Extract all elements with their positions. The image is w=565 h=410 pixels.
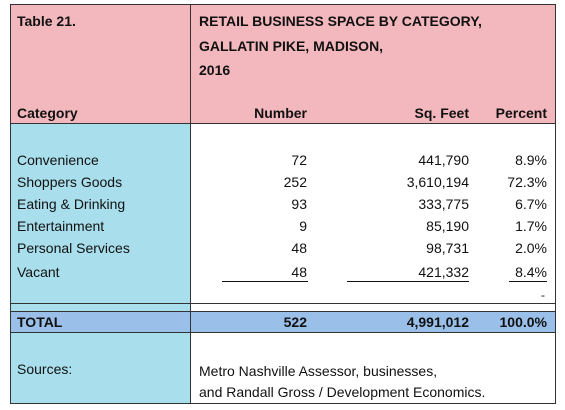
row-number: 93: [291, 196, 307, 212]
grid-line: [10, 123, 556, 124]
column-header-percent: Percent: [495, 105, 547, 121]
row-category: Convenience: [17, 152, 99, 168]
total-number: 522: [283, 314, 307, 330]
grid-line: [10, 311, 556, 312]
column-header-sqft: Sq. Feet: [414, 105, 469, 121]
grid-line: [10, 403, 556, 404]
subtotal-underline-number: [222, 281, 308, 282]
sources-label: Sources:: [17, 361, 73, 377]
grid-line: [555, 4, 556, 404]
row-sqft: 3,610,194: [406, 174, 469, 190]
row-number: 48: [291, 264, 307, 280]
total-label: TOTAL: [17, 314, 63, 330]
row-number: 48: [291, 240, 307, 256]
total-row-band: [10, 311, 556, 332]
row-sqft: 98,731: [426, 240, 469, 256]
column-header-number: Number: [254, 105, 307, 121]
sources-label-band: [10, 332, 190, 404]
data-band: [190, 123, 556, 303]
row-sqft: 333,775: [418, 196, 469, 212]
title-line: GALLATIN PIKE, MADISON,: [199, 38, 384, 54]
sources-text-band: [190, 332, 556, 404]
row-category: Vacant: [17, 264, 60, 280]
row-sqft: 441,790: [418, 152, 469, 168]
row-category: Personal Services: [17, 240, 130, 256]
row-number: 252: [283, 174, 307, 190]
total-sqft: 4,991,012: [406, 314, 469, 330]
row-sqft: 421,332: [418, 264, 469, 280]
total-percent: 100.0%: [499, 314, 547, 330]
grid-line: [10, 4, 11, 404]
row-percent: 1.7%: [515, 218, 547, 234]
row-percent: 8.9%: [515, 152, 547, 168]
subtotal-underline-sqft: [347, 281, 469, 282]
title-line: 2016: [199, 62, 231, 78]
grid-line: [10, 332, 556, 333]
row-category: Shoppers Goods: [17, 174, 123, 190]
table-label: Table 21.: [17, 13, 76, 29]
category-column-band: [10, 123, 190, 303]
row-category: Eating & Drinking: [17, 196, 126, 212]
grid-line: [10, 4, 556, 5]
row-number: 9: [299, 218, 307, 234]
retail-space-table: Table 21. RETAIL BUSINESS SPACE BY CATEG…: [10, 4, 556, 404]
spacer-left: [10, 303, 190, 311]
stray-mark: -: [541, 288, 545, 302]
column-header-category: Category: [17, 105, 78, 121]
sources-line: and Randall Gross / Development Economic…: [199, 384, 486, 400]
grid-line: [190, 4, 191, 404]
row-percent: 2.0%: [515, 240, 547, 256]
row-percent: 6.7%: [515, 196, 547, 212]
row-sqft: 85,190: [426, 218, 469, 234]
row-category: Entertainment: [17, 218, 105, 234]
sources-line: Metro Nashville Assessor, businesses,: [199, 363, 438, 379]
spacer-right: [190, 303, 556, 311]
row-percent: 8.4%: [515, 264, 547, 280]
row-number: 72: [291, 152, 307, 168]
title-line: RETAIL BUSINESS SPACE BY CATEGORY,: [199, 13, 482, 29]
row-percent: 72.3%: [507, 174, 547, 190]
subtotal-underline-percent: [509, 281, 547, 282]
header-band: [10, 4, 556, 123]
grid-line: [10, 303, 556, 304]
